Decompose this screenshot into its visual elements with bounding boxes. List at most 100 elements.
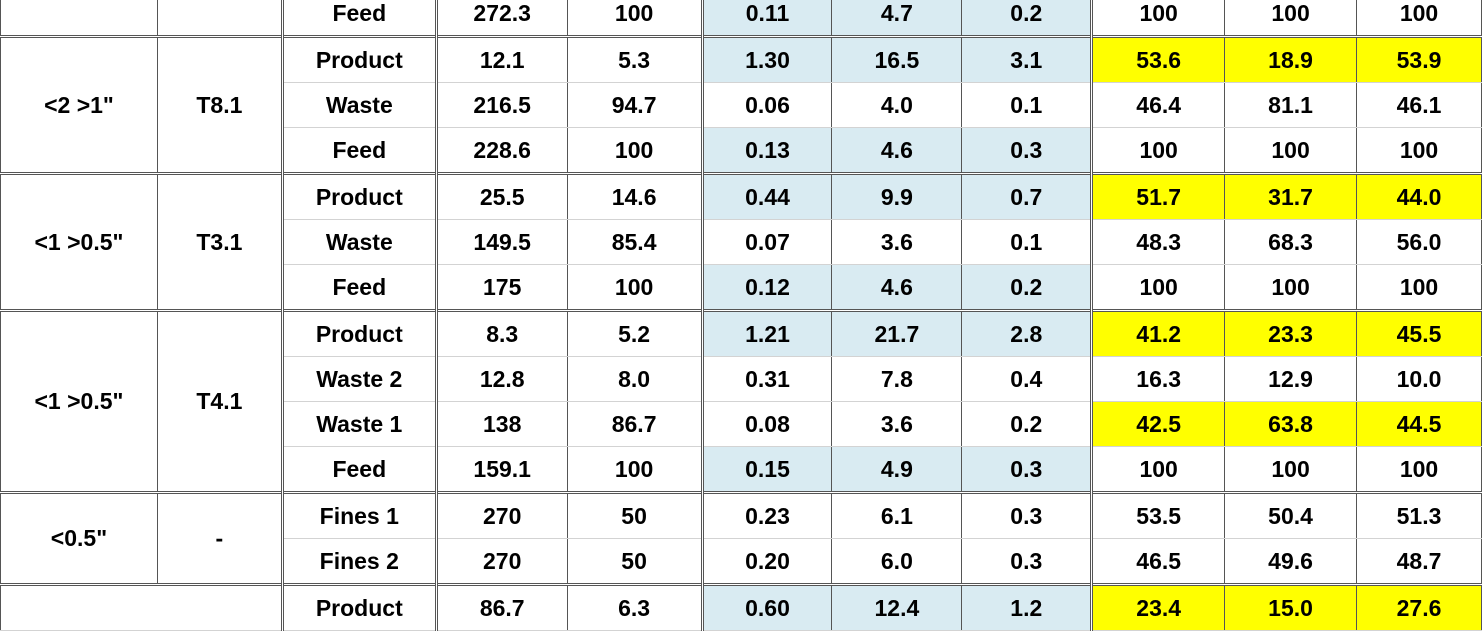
value-cell-c8: 10.0 [1356, 356, 1482, 402]
size-class-cell: <2 >1" [0, 35, 158, 174]
value-cell-c5: 0.1 [961, 82, 1094, 128]
value-cell-c8: 100 [1356, 264, 1482, 311]
value-cell-c8: 45.5 [1356, 309, 1482, 357]
test-id-cell: - [156, 491, 284, 585]
value-cell-c4: 6.0 [831, 538, 963, 585]
value-cell-c1: 149.5 [435, 219, 568, 265]
value-cell-c7: 31.7 [1224, 172, 1357, 220]
value-cell-c7: 50.4 [1224, 491, 1357, 539]
value-cell-c8: 44.5 [1356, 401, 1482, 447]
value-cell-c1: 175 [435, 264, 568, 311]
value-cell-c7: 49.6 [1224, 538, 1357, 585]
value-cell-c7: 100 [1224, 446, 1357, 493]
stream-label-cell: Product [281, 583, 438, 631]
value-cell-c4: 9.9 [831, 172, 963, 220]
size-class-cell: <1 >0.5" [0, 172, 158, 311]
value-cell-c6: 100 [1091, 0, 1226, 37]
value-cell-c5: 0.2 [961, 401, 1094, 447]
value-cell-c2: 8.0 [566, 356, 704, 402]
value-cell-c3: 0.20 [701, 538, 833, 585]
value-cell-c2: 100 [566, 446, 704, 493]
value-cell-c1: 270 [435, 491, 568, 539]
value-cell-c7: 15.0 [1224, 583, 1357, 631]
value-cell-c3: 0.11 [701, 0, 833, 37]
stream-label-cell: Product [281, 172, 438, 220]
value-cell-c6: 53.6 [1091, 35, 1226, 83]
value-cell-c2: 50 [566, 538, 704, 585]
value-cell-c3: 0.60 [701, 583, 833, 631]
value-cell-c3: 1.21 [701, 309, 833, 357]
value-cell-c2: 5.3 [566, 35, 704, 83]
value-cell-c2: 85.4 [566, 219, 704, 265]
stream-label-cell: Feed [281, 264, 438, 311]
table-row: Feed 159.1 100 0.15 4.9 0.3 100 100 100 [1, 446, 1482, 493]
table-row: <2 >1" T8.1 Product 12.1 5.3 1.30 16.5 3.1 53.6 1… [0, 35, 1482, 174]
value-cell-c8: 51.3 [1356, 491, 1482, 539]
value-cell-c5: 0.3 [961, 538, 1094, 585]
value-cell-c3: 0.44 [701, 172, 833, 220]
value-cell-c3: 0.23 [701, 491, 833, 539]
value-cell-c6: 100 [1091, 127, 1226, 174]
value-cell-c3: 0.13 [701, 127, 833, 174]
table-row: Waste 149.5 85.4 0.07 3.6 0.1 48.3 68.3 56.0 [1, 219, 1482, 265]
value-cell-c6: 48.3 [1091, 219, 1226, 265]
value-cell-c5: 0.4 [961, 356, 1094, 402]
value-cell-c4: 4.6 [831, 127, 963, 174]
value-cell-c1: 270 [435, 538, 568, 585]
size-test-cell [0, 583, 284, 631]
value-cell-c3: 0.12 [701, 264, 833, 311]
value-cell-c8: 100 [1356, 0, 1482, 37]
table-row: Feed 175 100 0.12 4.6 0.2 100 100 100 [1, 264, 1482, 311]
value-cell-c1: 12.1 [435, 35, 568, 83]
value-cell-c2: 86.7 [566, 401, 704, 447]
value-cell-c4: 21.7 [831, 309, 963, 357]
value-cell-c5: 0.2 [961, 264, 1094, 311]
value-cell-c1: 86.7 [435, 583, 568, 631]
value-cell-c4: 4.6 [831, 264, 963, 311]
test-id-cell: T4.1 [156, 309, 284, 493]
stream-label-cell: Feed [281, 0, 438, 37]
value-cell-c8: 56.0 [1356, 219, 1482, 265]
value-cell-c6: 100 [1091, 264, 1226, 311]
value-cell-c6: 51.7 [1091, 172, 1226, 220]
stream-label-cell: Product [281, 309, 438, 357]
table-row: <0.5" - Fines 1 270 50 0.23 6.1 0.3 53.5 50.4 51.3 [0, 491, 1482, 585]
value-cell-c2: 100 [566, 264, 704, 311]
value-cell-c8: 48.7 [1356, 538, 1482, 585]
value-cell-c6: 53.5 [1091, 491, 1226, 539]
value-cell-c7: 18.9 [1224, 35, 1357, 83]
value-cell-c7: 12.9 [1224, 356, 1357, 402]
value-cell-c3: 0.07 [701, 219, 833, 265]
value-cell-c4: 3.6 [831, 219, 963, 265]
value-cell-c8: 100 [1356, 446, 1482, 493]
value-cell-c2: 5.2 [566, 309, 704, 357]
value-cell-c4: 16.5 [831, 35, 963, 83]
value-cell-c4: 4.7 [831, 0, 963, 37]
value-cell-c1: 12.8 [435, 356, 568, 402]
value-cell-c3: 0.06 [701, 82, 833, 128]
value-cell-c5: 0.2 [961, 0, 1094, 37]
value-cell-c7: 100 [1224, 264, 1357, 311]
table-row: Feed 228.6 100 0.13 4.6 0.3 100 100 100 [1, 127, 1482, 174]
size-class-cell: <0.5" [0, 491, 158, 585]
value-cell-c7: 100 [1224, 0, 1357, 37]
value-cell-c8: 53.9 [1356, 35, 1482, 83]
value-cell-c5: 1.2 [961, 583, 1094, 631]
value-cell-c7: 100 [1224, 127, 1357, 174]
value-cell-c2: 50 [566, 491, 704, 539]
value-cell-c1: 216.5 [435, 82, 568, 128]
value-cell-c4: 4.9 [831, 446, 963, 493]
value-cell-c3: 1.30 [701, 35, 833, 83]
stream-label-cell: Waste 1 [281, 401, 438, 447]
table-row: <1 >0.5" T3.1 Product 25.5 14.6 0.44 9.9 0.7 51.… [0, 172, 1482, 311]
table-row: Waste 1 138 86.7 0.08 3.6 0.2 42.5 63.8 44.5 [1, 401, 1482, 447]
stream-label-cell: Fines 2 [281, 538, 438, 585]
value-cell-c5: 0.3 [961, 491, 1094, 539]
value-cell-c7: 81.1 [1224, 82, 1357, 128]
value-cell-c4: 4.0 [831, 82, 963, 128]
test-id-cell: T3.1 [156, 172, 284, 311]
value-cell-c5: 0.1 [961, 219, 1094, 265]
value-cell-c5: 3.1 [961, 35, 1094, 83]
test-id-cell: T8.1 [156, 35, 284, 174]
